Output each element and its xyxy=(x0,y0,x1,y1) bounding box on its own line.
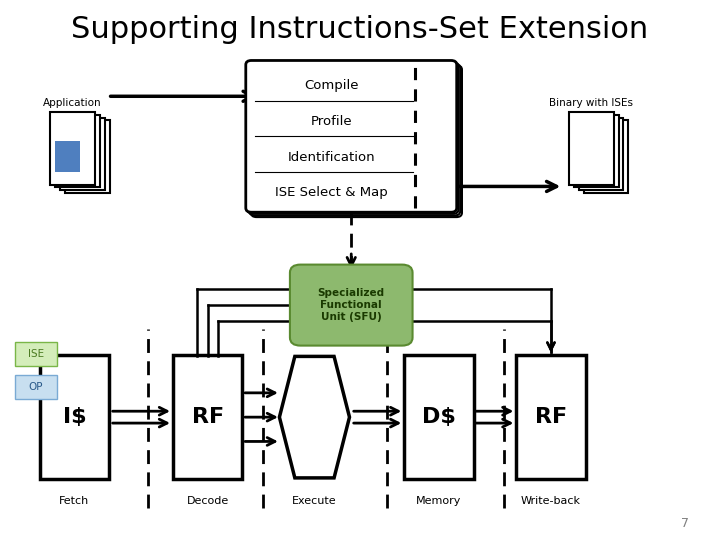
FancyBboxPatch shape xyxy=(583,120,629,193)
Text: Memory: Memory xyxy=(416,496,462,505)
Text: Decode: Decode xyxy=(186,496,229,505)
Text: Binary with ISEs: Binary with ISEs xyxy=(549,98,634,108)
FancyBboxPatch shape xyxy=(55,115,100,187)
FancyBboxPatch shape xyxy=(60,118,105,190)
FancyBboxPatch shape xyxy=(246,60,456,212)
FancyBboxPatch shape xyxy=(14,342,58,366)
Text: ISE Select & Map: ISE Select & Map xyxy=(275,186,387,199)
FancyBboxPatch shape xyxy=(404,355,474,479)
Text: Specialized
Functional
Unit (SFU): Specialized Functional Unit (SFU) xyxy=(318,288,384,322)
Text: I$: I$ xyxy=(63,407,86,427)
Text: Identification: Identification xyxy=(287,151,375,164)
FancyBboxPatch shape xyxy=(249,64,460,215)
Text: ISE: ISE xyxy=(28,349,44,359)
FancyBboxPatch shape xyxy=(251,65,462,217)
Text: Profile: Profile xyxy=(310,115,352,128)
Text: Execute: Execute xyxy=(292,496,337,505)
Text: Write-back: Write-back xyxy=(521,496,581,505)
Text: 7: 7 xyxy=(681,517,689,530)
FancyBboxPatch shape xyxy=(14,375,58,399)
Text: Compile: Compile xyxy=(304,79,359,92)
FancyBboxPatch shape xyxy=(579,118,624,190)
FancyBboxPatch shape xyxy=(290,265,413,346)
FancyBboxPatch shape xyxy=(55,141,81,172)
Text: OP: OP xyxy=(29,382,43,392)
Text: Application: Application xyxy=(43,98,102,108)
Text: D$: D$ xyxy=(422,407,456,427)
FancyBboxPatch shape xyxy=(569,112,613,185)
Text: RF: RF xyxy=(192,407,224,427)
FancyBboxPatch shape xyxy=(173,355,242,479)
Text: Supporting Instructions-Set Extension: Supporting Instructions-Set Extension xyxy=(71,15,649,44)
Text: Fetch: Fetch xyxy=(59,496,89,505)
FancyBboxPatch shape xyxy=(516,355,585,479)
Text: RF: RF xyxy=(535,407,567,427)
FancyBboxPatch shape xyxy=(65,120,110,193)
Polygon shape xyxy=(279,356,349,478)
FancyBboxPatch shape xyxy=(50,112,95,185)
FancyBboxPatch shape xyxy=(40,355,109,479)
FancyBboxPatch shape xyxy=(574,115,618,187)
FancyBboxPatch shape xyxy=(574,141,599,172)
FancyBboxPatch shape xyxy=(248,62,459,214)
